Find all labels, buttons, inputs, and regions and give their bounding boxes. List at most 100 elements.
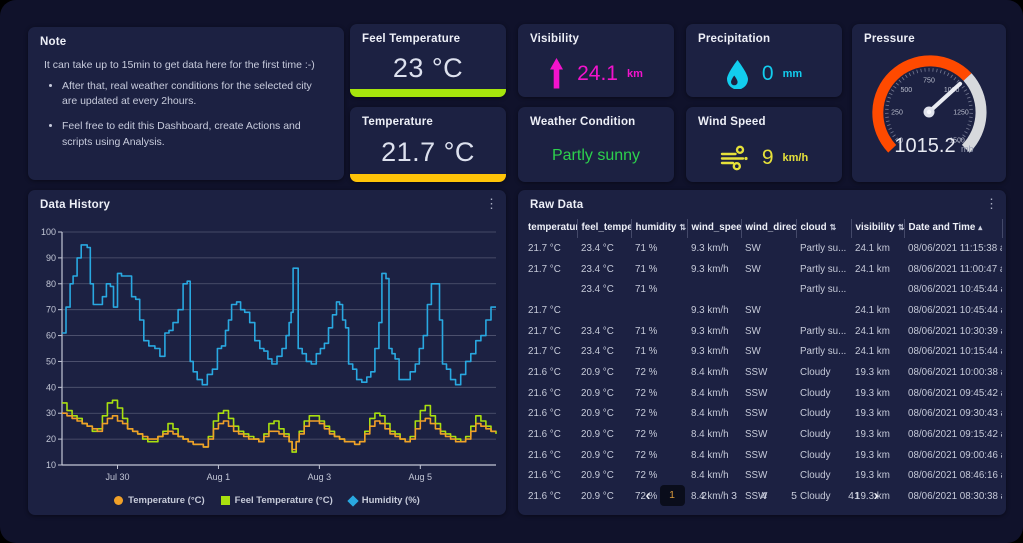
table-cell: 20.9 °C: [581, 491, 614, 503]
table-row[interactable]: 21.7 °C 23.4 °C 71 % 9.3 km/h SW Partly su...…: [524, 321, 1002, 342]
table-cell: [796, 300, 851, 321]
svg-text:90: 90: [46, 253, 56, 263]
table-cell: 8.4 km/h: [691, 408, 729, 420]
table-cell: SW: [745, 242, 761, 254]
visibility-title: Visibility: [530, 33, 580, 45]
table-cell: Cloudy: [800, 366, 831, 378]
raw-data-card: Raw Data ⋮ temperaturefeel_temperhumidit…: [518, 190, 1006, 515]
table-cell: 20.9 °C: [581, 470, 614, 482]
column-header-date-and-time[interactable]: Date and Time ▴: [904, 219, 1003, 238]
column-header-humidity[interactable]: humidity ⇅: [631, 219, 688, 238]
table-row[interactable]: 21.7 °C 23.4 °C 71 % 9.3 km/h SW Partly su...…: [524, 238, 1002, 259]
chevron-left-icon[interactable]: ‹: [645, 486, 651, 504]
precipitation-unit: mm: [782, 67, 803, 80]
table-row[interactable]: 21.6 °C 20.9 °C 72 % 8.4 km/h SSW Cloudy 19.3 …: [524, 466, 1002, 487]
kebab-menu-icon[interactable]: ⋮: [485, 196, 498, 211]
column-header-wind-directi[interactable]: wind_directi: [741, 219, 797, 238]
table-row[interactable]: 21.7 °C 23.4 °C 71 % 9.3 km/h SW Partly su...…: [524, 259, 1002, 280]
table-cell: [687, 279, 741, 300]
legend-item[interactable]: Feel Temperature (°C): [220, 495, 333, 506]
table-cell: SSW: [745, 387, 768, 399]
weather-condition-value: Partly sunny: [551, 147, 641, 164]
pagination: ‹ 1 2 3 4 5... 41 ›: [518, 485, 1006, 506]
chevron-right-icon[interactable]: ›: [873, 486, 879, 504]
pagination-page-3[interactable]: 3: [731, 489, 737, 502]
table-row[interactable]: 21.7 °C 23.4 °C 71 % 9.3 km/h SW Partly su...…: [524, 341, 1002, 362]
pagination-page-5[interactable]: 5: [791, 489, 797, 502]
table-cell: SW: [745, 325, 761, 337]
kebab-menu-icon[interactable]: ⋮: [985, 196, 998, 211]
svg-text:250: 250: [891, 110, 903, 117]
note-title: Note: [40, 36, 67, 48]
table-cell: 08/06/2021 09:45:42 am: [908, 387, 1002, 399]
pagination-page-1[interactable]: 1: [659, 485, 685, 506]
table-cell: 19.3 km: [855, 366, 890, 378]
table-cell: 21.7 °C: [528, 325, 561, 337]
pagination-page-4[interactable]: 4: [761, 489, 767, 502]
table-cell: 20.9 °C: [581, 366, 614, 378]
table-cell: [851, 279, 904, 300]
pagination-page-2[interactable]: 2: [701, 489, 707, 502]
table-cell: 21.6 °C: [528, 470, 561, 482]
wind-speed-card: Wind Speed 9 km/h: [686, 107, 842, 182]
pressure-title: Pressure: [864, 33, 915, 45]
table-row[interactable]: 23.4 °C 71 % Partly su... 08/06/2021 10:45:…: [524, 279, 1002, 300]
table-row[interactable]: 21.6 °C 20.9 °C 72 % 8.4 km/h SSW Cloudy 19.3 …: [524, 404, 1002, 425]
table-cell: Partly su...: [800, 284, 847, 296]
table-cell: 20.9 °C: [581, 387, 614, 399]
raw-data-table: temperaturefeel_temperhumidity⇅wind_spee…: [524, 219, 1003, 507]
table-cell: 9.3 km/h: [691, 304, 729, 316]
weather-condition-title: Weather Condition: [530, 116, 636, 128]
table-cell: 71 %: [635, 325, 658, 337]
table-row[interactable]: 21.6 °C 20.9 °C 72 % 8.4 km/h SSW Cloudy 19.3 …: [524, 362, 1002, 383]
table-cell: 8.4 km/h: [691, 387, 729, 399]
table-cell: SSW: [745, 429, 768, 441]
column-header-temperature[interactable]: temperature: [524, 219, 578, 238]
table-cell: SW: [745, 263, 761, 275]
feel-temperature-card: Feel Temperature 23 °C: [350, 24, 506, 97]
column-header-visibility[interactable]: visibility ⇅: [851, 219, 905, 238]
data-history-card: Data History ⋮ 10 20 30 40 50 60 70 80 90 100 Jul …: [28, 190, 506, 515]
table-row[interactable]: 21.6 °C 20.9 °C 72 % 8.4 km/h SSW Cloudy 19.3 …: [524, 424, 1002, 445]
table-row[interactable]: 21.6 °C 20.9 °C 72 % 8.4 km/h SSW Cloudy 19.3 …: [524, 486, 1002, 507]
visibility-unit: km: [626, 67, 643, 80]
table-row[interactable]: 21.7 °C 9.3 km/h SW 24.1 km 08/06/2021 10:45…: [524, 300, 1002, 321]
table-row[interactable]: 21.6 °C 20.9 °C 72 % 8.4 km/h SSW Cloudy 19.3 …: [524, 445, 1002, 466]
table-cell: 08/06/2021 09:15:42 am: [908, 429, 1002, 441]
legend-label: Humidity (%): [361, 495, 420, 506]
gauge-needle: [927, 81, 963, 114]
column-header-cloud[interactable]: cloud ⇅: [796, 219, 852, 238]
table-cell: 19.3 km: [855, 387, 890, 399]
wind-speed-value: 9: [761, 145, 774, 169]
table-cell: SW: [745, 346, 761, 358]
table-cell: Partly su...: [800, 325, 847, 337]
table-cell: 19.3 km: [855, 491, 890, 503]
table-cell: SSW: [745, 491, 768, 503]
column-header-wind-speed[interactable]: wind_speed: [687, 219, 742, 238]
svg-text:80: 80: [46, 279, 56, 289]
table-cell: SSW: [745, 449, 768, 461]
legend-square-marker: [220, 496, 230, 505]
pressure-unit: mb: [961, 144, 974, 154]
table-cell: 08/06/2021 11:00:47 am: [908, 263, 1002, 275]
pagination-page-41[interactable]: 41: [848, 489, 860, 502]
table-cell: 71 %: [635, 242, 658, 254]
table-cell: SSW: [745, 366, 768, 378]
svg-text:Aug 3: Aug 3: [308, 472, 332, 482]
up-arrow-icon: [550, 58, 564, 89]
wind-icon: [720, 145, 748, 170]
feel-temperature-value: 23 °C: [392, 53, 464, 83]
legend-label: Feel Temperature (°C): [234, 495, 333, 506]
table-cell: 21.6 °C: [528, 408, 561, 420]
table-cell: Partly su...: [800, 263, 847, 275]
svg-text:Aug 1: Aug 1: [207, 472, 231, 482]
column-header-feel-temper[interactable]: feel_temper: [577, 219, 632, 238]
sort-asc-icon: ▴: [978, 223, 983, 232]
legend-item[interactable]: Humidity (%): [347, 494, 420, 507]
svg-text:500: 500: [901, 87, 913, 94]
temperature-title: Temperature: [362, 116, 434, 128]
chart-legend: Temperature (°C) Feel Temperature (°C) Hum…: [28, 494, 506, 507]
svg-text:70: 70: [46, 305, 56, 315]
legend-item[interactable]: Temperature (°C): [114, 495, 205, 506]
table-row[interactable]: 21.6 °C 20.9 °C 72 % 8.4 km/h SSW Cloudy 19.3 …: [524, 383, 1002, 404]
